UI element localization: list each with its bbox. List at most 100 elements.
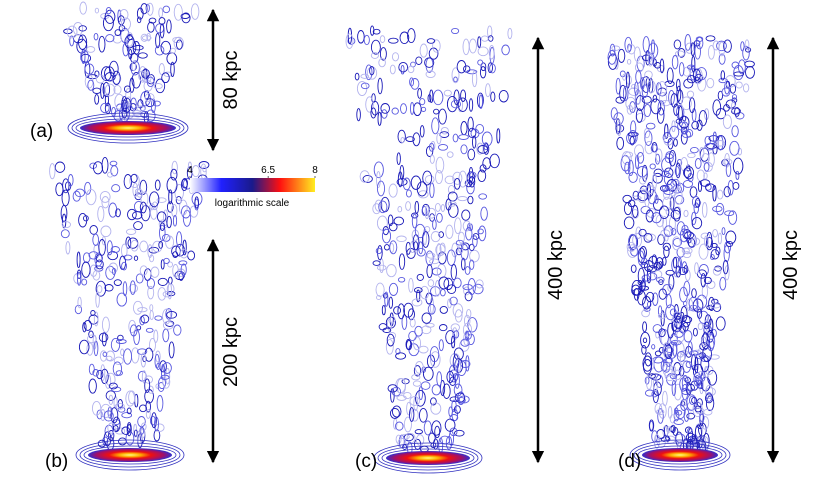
plume-contour bbox=[705, 183, 716, 193]
plume-contour bbox=[651, 173, 657, 190]
plume-contour bbox=[410, 78, 420, 90]
plume-contour bbox=[652, 94, 658, 103]
plume-contour bbox=[146, 277, 155, 289]
plume-contour bbox=[707, 44, 715, 60]
plume-contour bbox=[427, 303, 436, 315]
plume-contour bbox=[62, 178, 70, 194]
plume-contour bbox=[372, 260, 381, 266]
plume-contour bbox=[430, 231, 441, 243]
plume-contour bbox=[167, 261, 173, 268]
plume-contour bbox=[428, 47, 439, 60]
plume-contour bbox=[105, 390, 116, 401]
plume-contour bbox=[187, 250, 196, 261]
plume-contour bbox=[703, 172, 708, 180]
plume-contour bbox=[611, 45, 621, 51]
plume-contour bbox=[127, 208, 137, 221]
plume-contour bbox=[99, 190, 111, 203]
plume-contour bbox=[96, 409, 103, 420]
plume-contour bbox=[403, 391, 412, 400]
plume-contour bbox=[155, 383, 160, 389]
plume-contour bbox=[684, 34, 692, 51]
plume-contour bbox=[162, 362, 172, 374]
plume-contour bbox=[132, 300, 143, 315]
plume-contour bbox=[710, 254, 715, 261]
plume-contour bbox=[60, 229, 70, 239]
plume-contour bbox=[172, 263, 179, 278]
plume-contour bbox=[645, 233, 656, 242]
plume-contour bbox=[417, 190, 429, 199]
plume-contour bbox=[676, 78, 681, 92]
plume-contour bbox=[94, 252, 103, 267]
plume-contour bbox=[721, 227, 726, 236]
plume-contour bbox=[681, 96, 692, 111]
plume-contour bbox=[688, 97, 696, 114]
plume-contour bbox=[616, 120, 622, 137]
plume-contour bbox=[638, 285, 650, 291]
plume-contour bbox=[104, 373, 112, 389]
plume-contour bbox=[389, 407, 400, 419]
plume-contour bbox=[378, 323, 388, 331]
plume-contour bbox=[54, 161, 66, 173]
plume-contour bbox=[111, 73, 122, 85]
colorbar-tick-label: 8 bbox=[312, 165, 318, 176]
plume-contour bbox=[122, 97, 132, 113]
plume-contour bbox=[122, 42, 129, 57]
plume-contour bbox=[698, 110, 708, 127]
plume-contour bbox=[658, 92, 668, 104]
plume-contour bbox=[726, 240, 734, 248]
plume-contour bbox=[723, 104, 730, 112]
plume-contour bbox=[387, 214, 394, 227]
plume-contour bbox=[98, 239, 106, 256]
plume-contour bbox=[705, 236, 714, 251]
plume-contour bbox=[427, 279, 435, 287]
plume-contour bbox=[168, 189, 173, 205]
plume-contour bbox=[460, 338, 470, 347]
plume-contour bbox=[140, 314, 150, 324]
plume-contour bbox=[165, 367, 171, 385]
plume-contour bbox=[686, 298, 694, 312]
plume-contour bbox=[413, 102, 422, 117]
plume-contour bbox=[676, 350, 686, 362]
plume-contour bbox=[180, 13, 190, 19]
plume-contour bbox=[78, 212, 88, 228]
plume-contour bbox=[652, 58, 657, 67]
plume-contour bbox=[644, 190, 650, 207]
plume-contour bbox=[661, 99, 671, 107]
plume-contour bbox=[696, 67, 707, 81]
plume-contour bbox=[460, 121, 468, 136]
plume-contour bbox=[378, 200, 388, 214]
plume-contour bbox=[488, 44, 495, 60]
plume-contour bbox=[166, 310, 178, 319]
plume-contour bbox=[413, 365, 422, 377]
plume-contour bbox=[429, 346, 440, 363]
colorbar-gradient bbox=[190, 178, 315, 192]
plume-contour bbox=[133, 221, 143, 231]
plume-contour bbox=[430, 402, 442, 415]
plume-contour bbox=[360, 73, 369, 79]
plume-contour bbox=[115, 339, 127, 344]
plume-contour bbox=[655, 153, 661, 165]
plume-contour bbox=[485, 83, 491, 98]
plume-contour bbox=[669, 426, 675, 433]
plume-contour bbox=[715, 316, 726, 331]
plume-contour bbox=[641, 54, 651, 62]
plume-contour bbox=[665, 294, 672, 309]
plume-contour bbox=[700, 371, 706, 382]
plume-contour bbox=[462, 220, 472, 232]
plume-contour bbox=[159, 222, 165, 231]
plume-contour bbox=[87, 79, 95, 91]
plume-contour bbox=[476, 92, 484, 108]
plume-contour bbox=[101, 156, 109, 174]
plume-contour bbox=[180, 263, 187, 276]
plume-contour bbox=[733, 71, 745, 77]
plume-contour bbox=[677, 182, 685, 194]
plume-contour bbox=[475, 123, 485, 134]
plume-contour bbox=[372, 203, 381, 215]
plume-contour bbox=[630, 264, 637, 273]
plume-contour bbox=[77, 271, 82, 286]
plume-contour bbox=[420, 106, 427, 112]
plume-contour bbox=[674, 330, 684, 338]
plume-contour bbox=[676, 85, 682, 102]
plume-contour bbox=[178, 199, 188, 216]
plume-contour bbox=[130, 173, 138, 183]
